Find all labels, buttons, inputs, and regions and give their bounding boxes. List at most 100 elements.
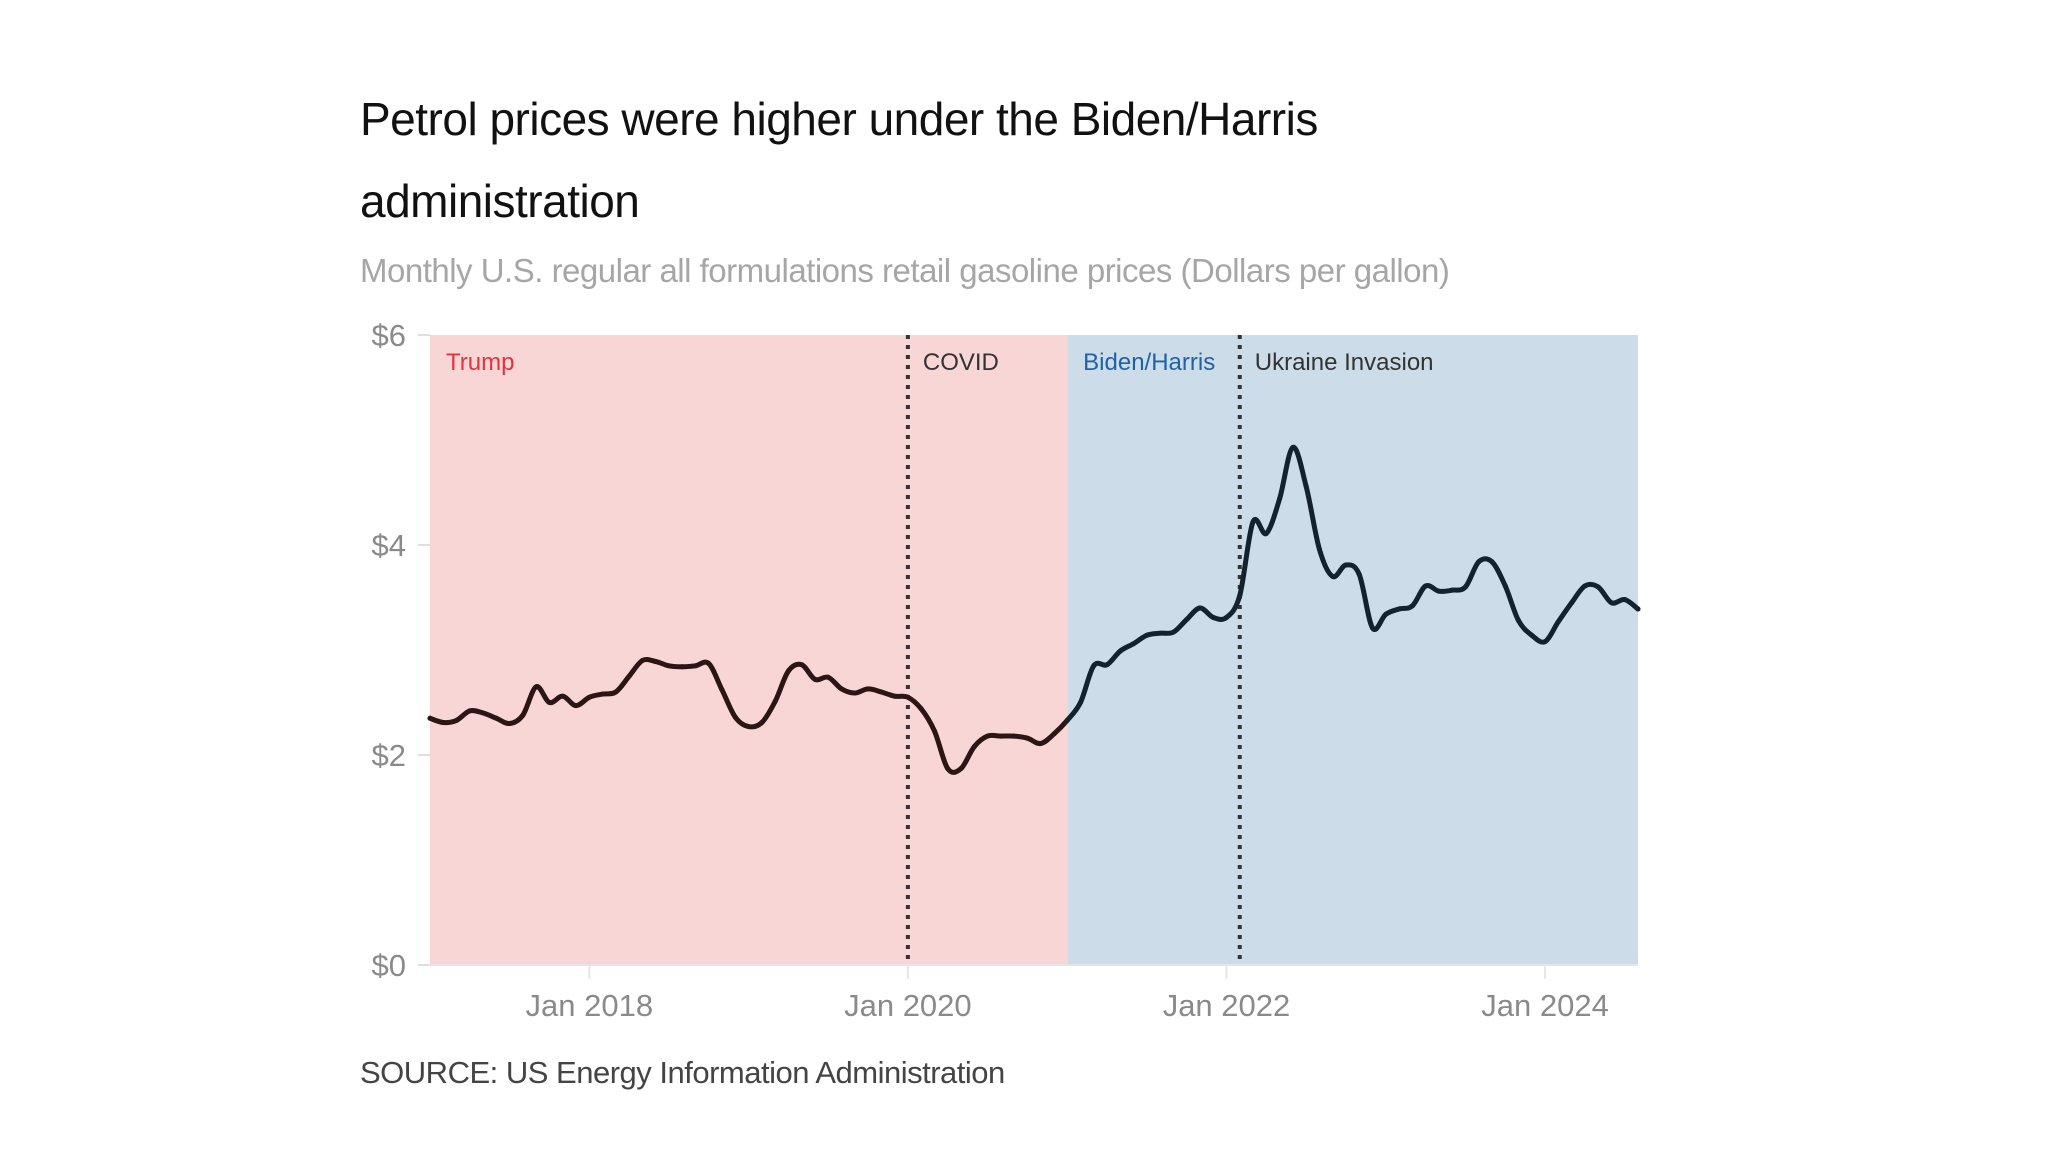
data-point: [1011, 733, 1017, 739]
data-point: [1409, 603, 1415, 609]
data-point: [1038, 740, 1044, 746]
data-point: [998, 733, 1004, 739]
data-point: [905, 694, 911, 700]
data-point: [706, 661, 712, 667]
data-point: [427, 715, 433, 721]
data-point: [1131, 641, 1137, 647]
source-note: SOURCE: US Energy Information Administra…: [360, 1055, 1005, 1090]
x-tick-label: Jan 2020: [844, 988, 972, 1023]
data-point: [1635, 606, 1641, 612]
data-point: [1370, 625, 1376, 631]
data-point: [945, 766, 951, 772]
data-point: [1024, 735, 1030, 741]
data-point: [626, 673, 632, 679]
data-point: [892, 693, 898, 699]
y-tick-label: $6: [372, 318, 406, 353]
data-point: [692, 663, 698, 669]
data-point: [746, 724, 752, 730]
data-point: [1104, 662, 1110, 668]
band-label: Biden/Harris: [1083, 349, 1215, 376]
data-point: [639, 658, 645, 663]
data-point: [931, 728, 937, 734]
data-point: [1237, 592, 1243, 598]
data-point: [1277, 496, 1283, 502]
data-point: [985, 733, 991, 739]
data-point: [1569, 600, 1575, 606]
data-point: [1210, 614, 1216, 620]
data-point: [533, 684, 539, 690]
data-point: [1316, 546, 1322, 552]
data-point: [865, 686, 871, 692]
event-label: Ukraine Invasion: [1255, 349, 1434, 376]
data-point: [772, 698, 778, 704]
data-point: [467, 708, 473, 714]
data-point: [1622, 597, 1628, 603]
data-point: [653, 659, 659, 665]
data-point: [1144, 632, 1150, 638]
data-point: [600, 691, 606, 697]
data-point: [1489, 559, 1495, 565]
data-point: [679, 664, 685, 670]
band-trump: [430, 335, 1068, 965]
data-point: [1396, 606, 1402, 612]
x-tick-label: Jan 2018: [526, 988, 654, 1023]
data-point: [1542, 639, 1548, 645]
data-point: [1383, 611, 1389, 617]
y-tick-label: $2: [372, 738, 406, 773]
data-point: [732, 714, 738, 720]
data-point: [613, 689, 619, 695]
data-point: [812, 676, 818, 682]
data-point: [825, 674, 831, 680]
data-point: [454, 717, 460, 723]
data-point: [1170, 629, 1176, 635]
data-point: [507, 721, 513, 726]
data-point: [1223, 614, 1229, 620]
data-point: [586, 694, 592, 700]
data-point: [799, 662, 805, 668]
data-point: [1516, 618, 1522, 624]
data-point: [1529, 632, 1535, 638]
data-point: [878, 689, 884, 695]
data-point: [1502, 583, 1508, 589]
data-point: [1462, 584, 1468, 590]
band-biden-harris: [1067, 335, 1638, 965]
data-point: [520, 712, 526, 718]
data-point: [1343, 562, 1349, 568]
data-point: [546, 700, 552, 705]
data-point: [958, 766, 964, 772]
data-point: [759, 719, 765, 725]
y-tick-label: $4: [372, 528, 406, 563]
data-point: [785, 668, 791, 674]
data-point: [1555, 619, 1561, 625]
data-point: [493, 715, 499, 721]
data-point: [1608, 600, 1614, 606]
y-tick-label: $0: [372, 948, 406, 983]
data-point: [1117, 648, 1123, 654]
data-point: [1064, 717, 1070, 723]
data-point: [1436, 588, 1442, 594]
data-point: [719, 687, 725, 693]
data-point: [1077, 700, 1083, 705]
data-point: [1197, 605, 1203, 611]
x-tick-label: Jan 2024: [1481, 988, 1609, 1023]
data-point: [573, 703, 579, 709]
data-point: [971, 744, 977, 750]
data-point: [1303, 483, 1309, 489]
data-point: [1091, 663, 1097, 669]
chart-title: Petrol prices were higher under the Bide…: [360, 93, 1318, 227]
data-point: [839, 686, 845, 692]
data-point: [1157, 630, 1163, 636]
data-point: [1330, 574, 1336, 579]
data-point: [1290, 444, 1296, 450]
data-point: [1250, 519, 1256, 525]
data-point: [440, 719, 446, 725]
data-point: [1595, 584, 1601, 590]
data-point: [1423, 583, 1429, 589]
data-point: [1356, 571, 1362, 577]
data-point: [560, 693, 566, 699]
data-point: [480, 710, 486, 716]
chart-subtitle: Monthly U.S. regular all formulations re…: [360, 252, 1450, 289]
event-label: COVID: [923, 349, 999, 376]
x-tick-label: Jan 2022: [1163, 988, 1291, 1023]
